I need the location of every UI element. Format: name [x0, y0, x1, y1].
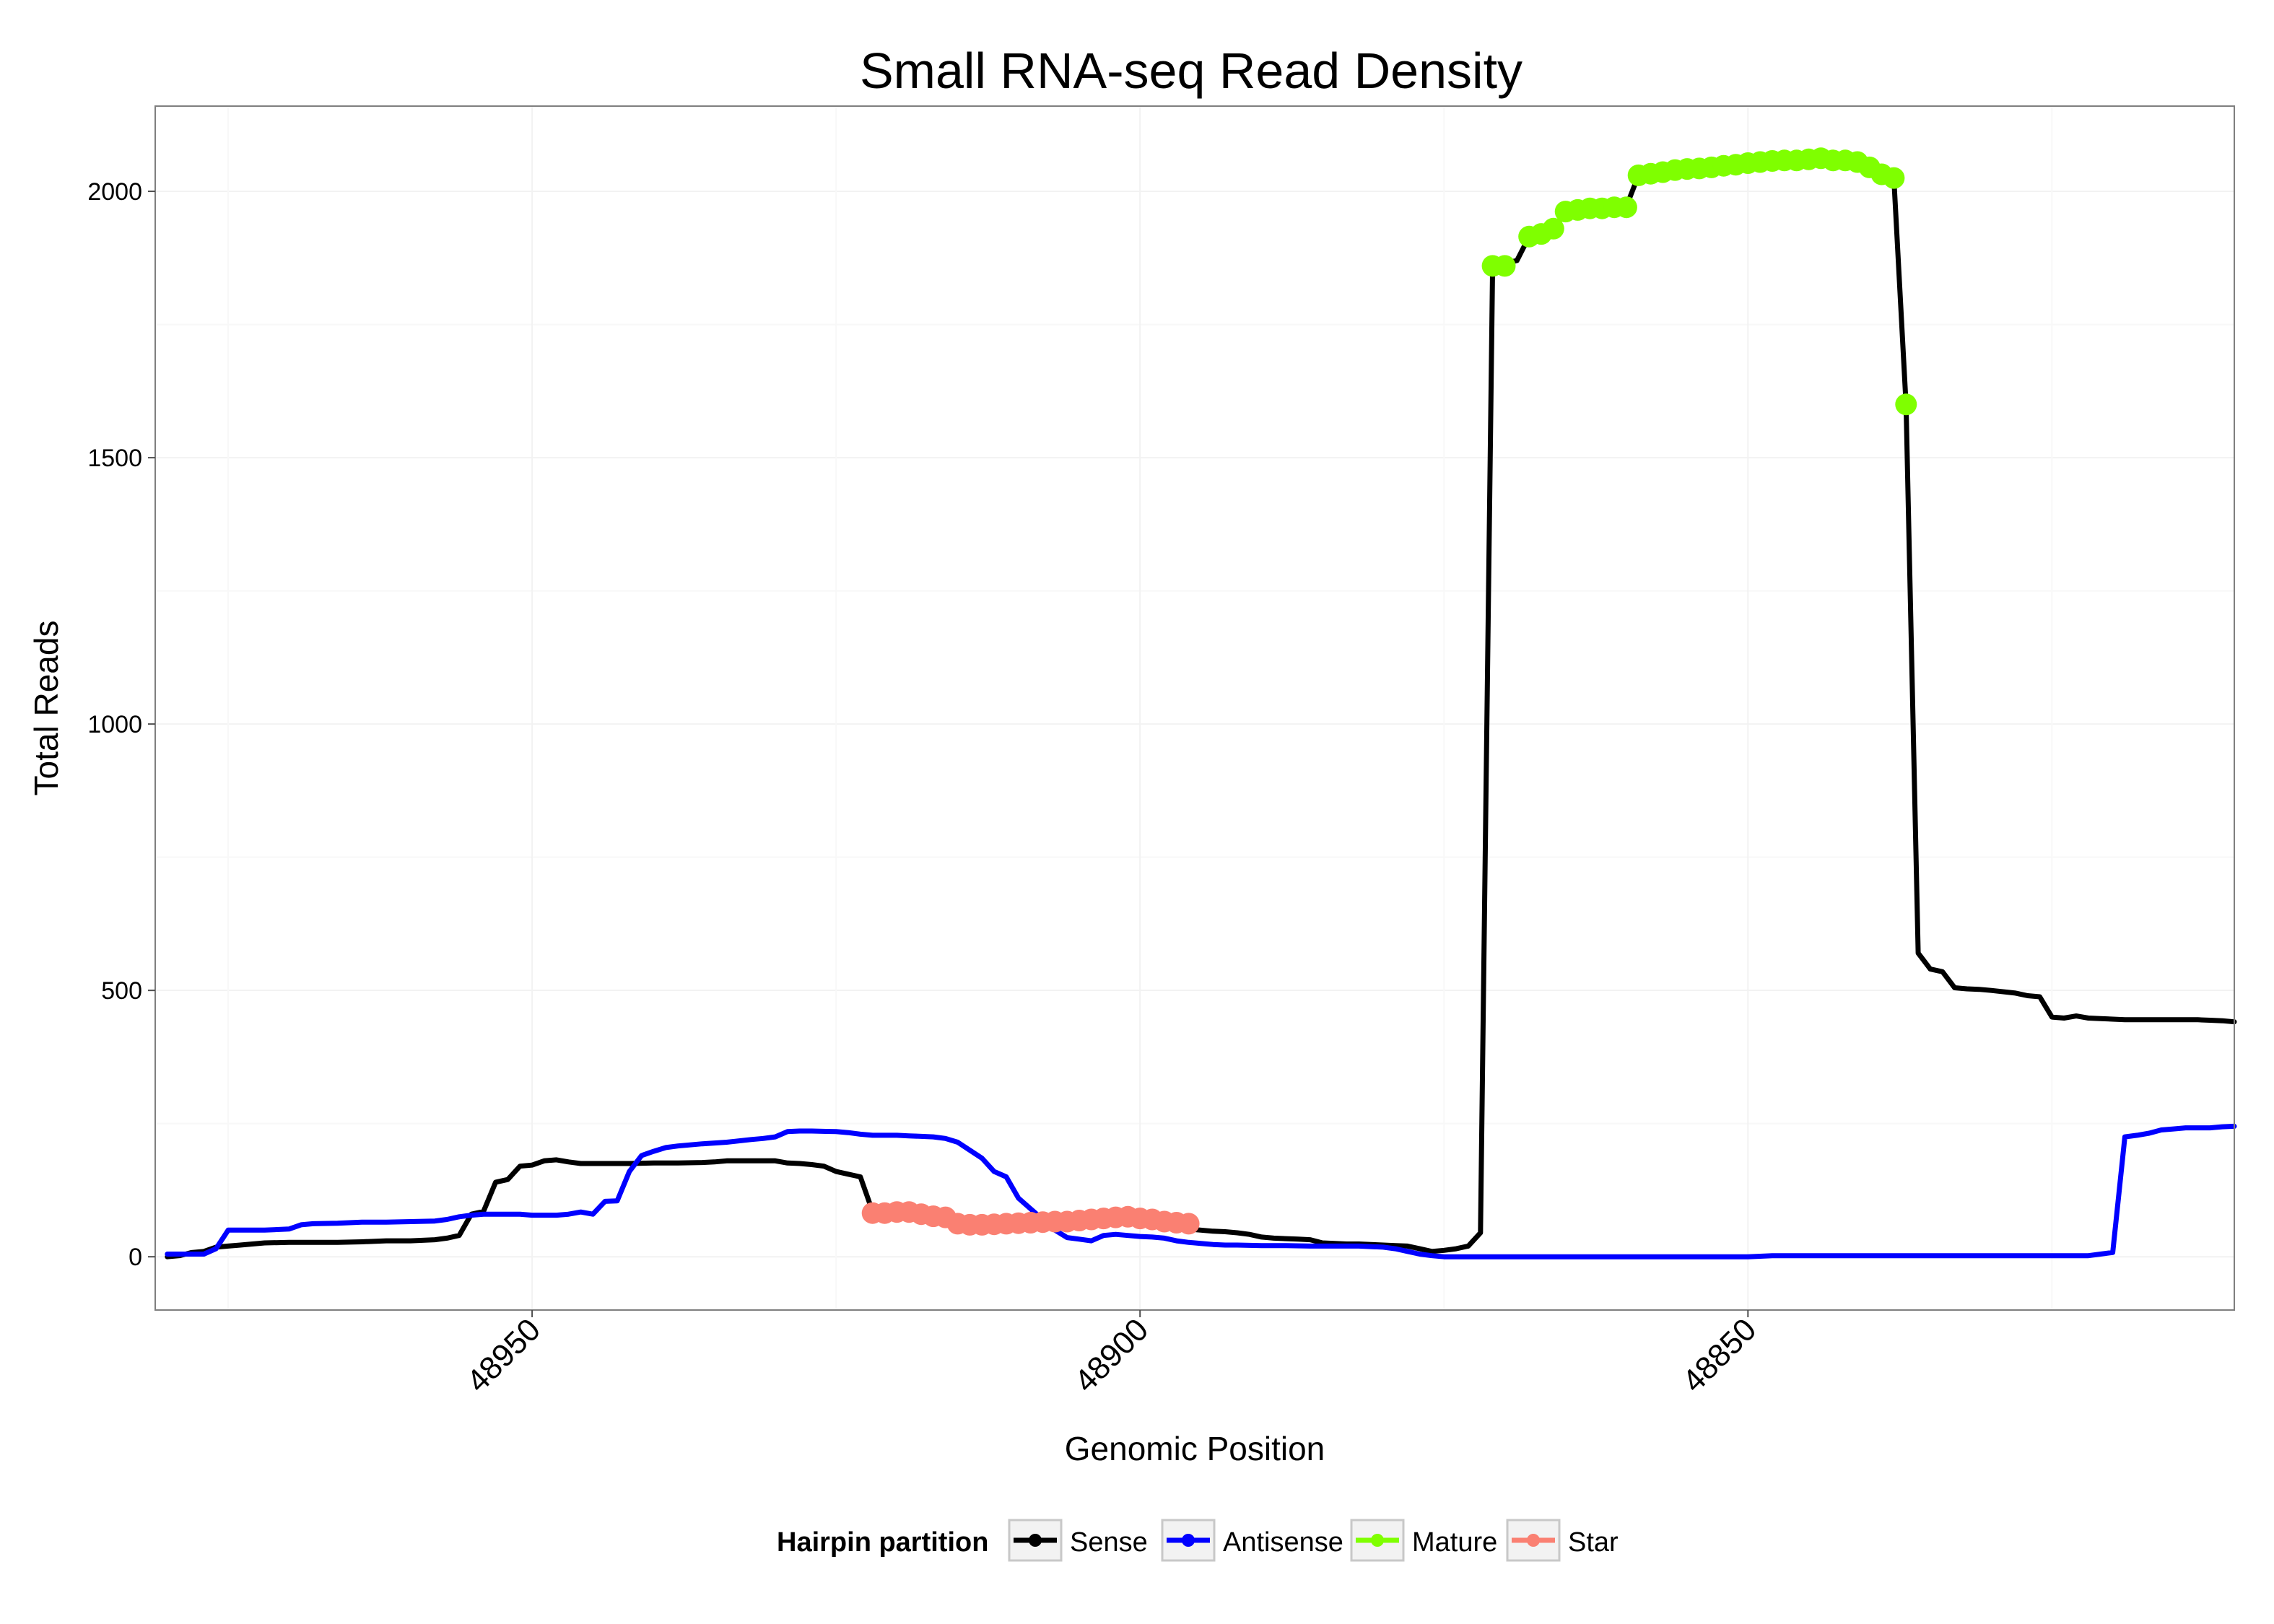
y-axis: 0 500 1000 1500 2000 [87, 178, 155, 1271]
mature-point [1615, 196, 1637, 219]
legend-key-point [1371, 1534, 1384, 1547]
legend-entries: Sense Antisense Mature Star [1008, 1519, 1619, 1562]
legend-key-point [1029, 1534, 1042, 1547]
legend-label: Star [1568, 1527, 1619, 1558]
series-layer [165, 147, 2237, 1260]
legend-label: Mature [1412, 1527, 1497, 1558]
star-point [1177, 1213, 1200, 1235]
legend-key-point [1182, 1534, 1195, 1547]
legend-entry-antisense: Antisense [1161, 1519, 1343, 1562]
legend-entry-star: Star [1506, 1519, 1619, 1562]
legend-entry-mature: Mature [1350, 1519, 1497, 1562]
legend-title: Hairpin partition [777, 1527, 988, 1558]
plot-area [154, 105, 2237, 1311]
antisense-series-line [165, 1123, 2237, 1260]
legend-label: Sense [1070, 1527, 1148, 1558]
plot-border [154, 105, 2235, 1311]
y-tick-label: 0 [128, 1244, 142, 1271]
y-axis-title: Total Reads [27, 621, 65, 796]
plot-title: Small RNA-seq Read Density [860, 43, 1522, 99]
mature-point [1494, 255, 1516, 277]
grid-layer [155, 106, 2234, 1310]
legend-key-point [1527, 1534, 1540, 1547]
y-tick-label: 2000 [87, 178, 142, 206]
mature-point [1542, 217, 1564, 240]
mature-point [1895, 393, 1917, 416]
y-tick-label: 500 [101, 977, 142, 1005]
legend-entry-sense: Sense [1008, 1519, 1148, 1562]
x-axis-title: Genomic Position [1065, 1430, 1325, 1467]
legend-label: Antisense [1223, 1527, 1343, 1558]
plot-panel [155, 106, 2234, 1310]
legend: Hairpin partition Sense Antisense Mature St… [777, 1519, 1619, 1562]
y-tick-label: 1000 [87, 711, 142, 738]
y-tick-label: 1500 [87, 445, 142, 472]
mature-point [1883, 167, 1905, 189]
